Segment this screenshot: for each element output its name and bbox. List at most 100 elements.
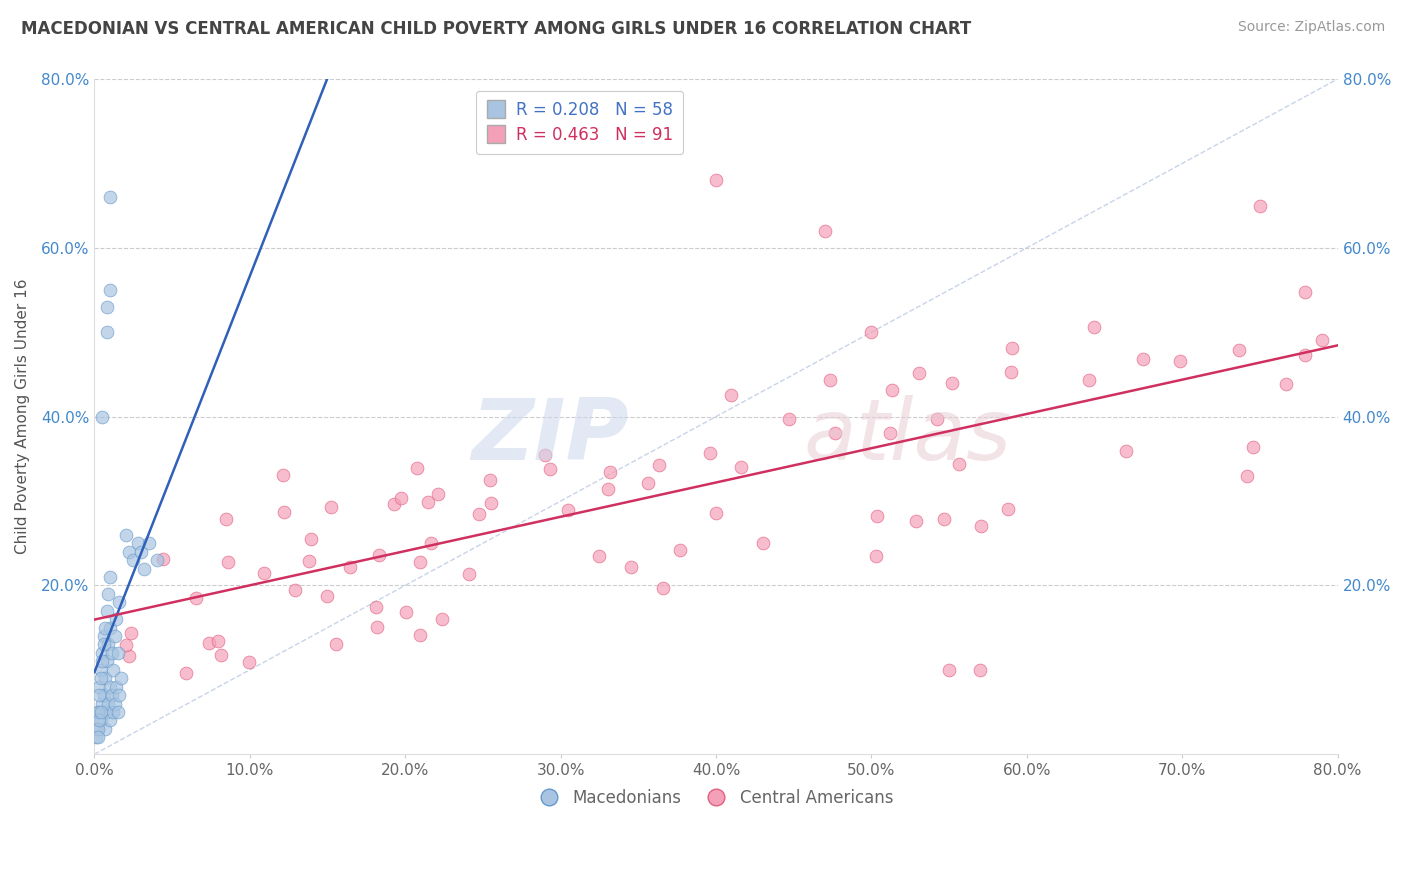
Point [938, 663, 960, 677]
Point [271, 467, 294, 482]
Point [89, 688, 111, 702]
Point [538, 462, 561, 476]
Point [90, 663, 112, 677]
Point [366, 599, 388, 614]
Point [90, 671, 112, 685]
Point [108, 688, 131, 702]
Point [1274, 377, 1296, 392]
Point [89, 714, 111, 728]
Point [1000, 365, 1022, 379]
Point [98, 680, 121, 694]
Point [101, 663, 124, 677]
Point [647, 458, 669, 472]
Text: Source: ZipAtlas.com: Source: ZipAtlas.com [1237, 20, 1385, 34]
Point [86, 722, 108, 736]
Point [699, 445, 721, 459]
Point [138, 536, 160, 550]
Point [409, 627, 432, 641]
Point [174, 666, 197, 681]
Point [478, 473, 501, 487]
Point [96, 654, 118, 668]
Point [98, 190, 121, 204]
Point [129, 544, 152, 558]
Point [90, 714, 112, 728]
Point [96, 705, 118, 719]
Point [1249, 198, 1271, 212]
Point [94, 722, 117, 736]
Legend: Macedonians, Central Americans: Macedonians, Central Americans [533, 782, 900, 814]
Point [84, 731, 107, 745]
Point [105, 680, 128, 694]
Point [209, 648, 232, 662]
Point [1227, 343, 1250, 357]
Point [284, 582, 307, 597]
Point [1241, 440, 1264, 454]
Point [94, 621, 117, 635]
Point [1115, 444, 1137, 458]
Point [704, 506, 727, 520]
Point [127, 536, 149, 550]
Point [997, 502, 1019, 516]
Point [704, 173, 727, 187]
Point [1236, 469, 1258, 483]
Point [98, 283, 121, 297]
Point [325, 638, 347, 652]
Point [98, 621, 121, 635]
Point [107, 705, 129, 719]
Point [366, 620, 388, 634]
Point [96, 325, 118, 339]
Point [778, 412, 800, 426]
Point [86, 705, 108, 719]
Text: MACEDONIAN VS CENTRAL AMERICAN CHILD POVERTY AMONG GIRLS UNDER 16 CORRELATION CH: MACEDONIAN VS CENTRAL AMERICAN CHILD POV… [21, 20, 972, 37]
Y-axis label: Child Poverty Among Girls Under 16: Child Poverty Among Girls Under 16 [15, 279, 30, 554]
Point [104, 697, 127, 711]
Point [596, 482, 619, 496]
Point [134, 561, 156, 575]
Point [94, 671, 117, 685]
Point [1294, 348, 1316, 362]
Point [458, 566, 481, 581]
Point [84, 722, 107, 736]
Point [948, 457, 970, 471]
Point [866, 509, 889, 524]
Point [89, 680, 111, 694]
Point [468, 508, 491, 522]
Point [824, 426, 846, 441]
Point [908, 366, 931, 380]
Point [217, 555, 239, 569]
Point [93, 688, 115, 702]
Point [941, 376, 963, 390]
Point [409, 555, 432, 569]
Point [557, 502, 579, 516]
Text: ZIP: ZIP [471, 395, 628, 478]
Point [152, 552, 174, 566]
Point [120, 626, 142, 640]
Point [599, 465, 621, 479]
Point [118, 648, 141, 663]
Point [96, 604, 118, 618]
Point [105, 612, 128, 626]
Point [215, 512, 238, 526]
Point [101, 705, 124, 719]
Point [879, 426, 901, 441]
Point [118, 544, 141, 558]
Point [184, 591, 207, 606]
Point [860, 325, 883, 339]
Point [98, 570, 121, 584]
Point [430, 612, 453, 626]
Point [969, 663, 991, 677]
Point [238, 655, 260, 669]
Point [534, 448, 557, 462]
Point [273, 506, 295, 520]
Text: atlas: atlas [803, 395, 1011, 478]
Point [315, 589, 337, 603]
Point [925, 411, 948, 425]
Point [669, 543, 692, 558]
Point [416, 495, 439, 509]
Point [1083, 319, 1105, 334]
Point [297, 554, 319, 568]
Point [905, 514, 928, 528]
Point [114, 528, 136, 542]
Point [96, 300, 118, 314]
Point [865, 549, 887, 563]
